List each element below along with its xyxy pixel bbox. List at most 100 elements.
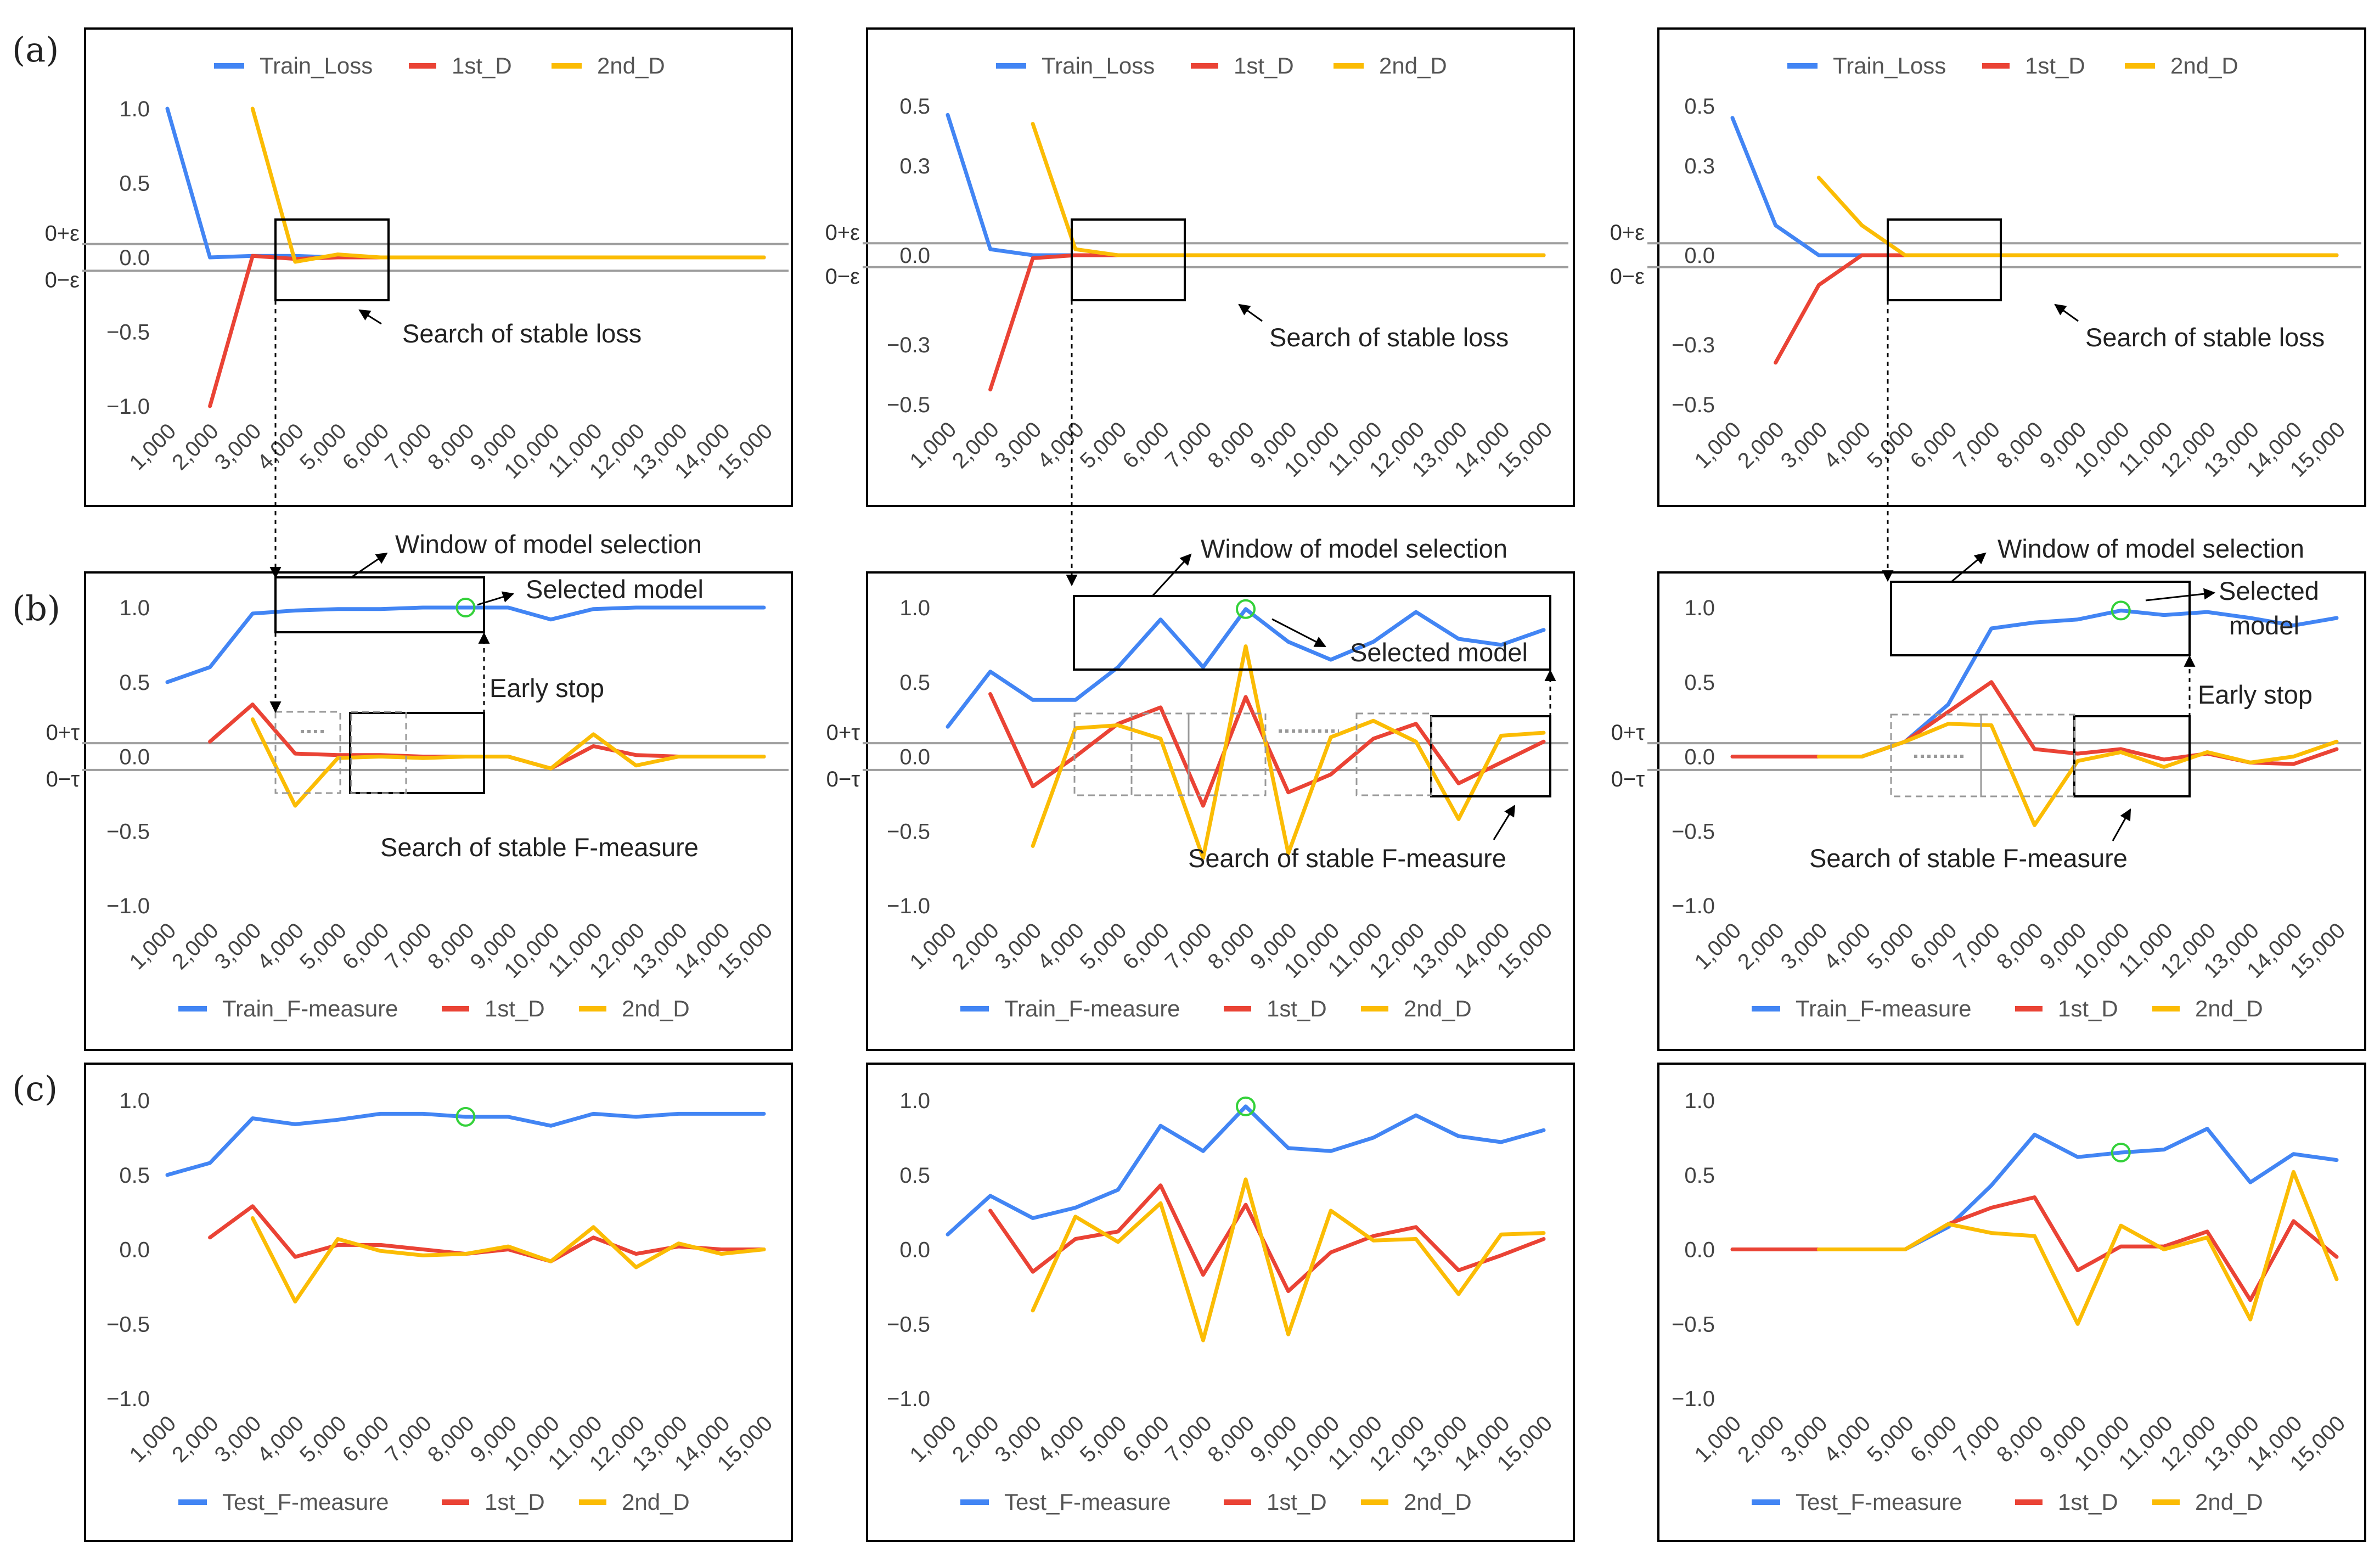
- data-point: [990, 389, 991, 390]
- y-tick-label: −0.5: [106, 1312, 150, 1336]
- data-point: [1775, 756, 1776, 757]
- data-point: [508, 756, 509, 757]
- data-point: [635, 257, 637, 258]
- threshold-label: 0+ε: [45, 222, 80, 246]
- stable-f-box-2: [1430, 715, 1551, 797]
- series-line-train-f-measure: [165, 605, 766, 684]
- stable-loss-pointer-2: [1238, 304, 1263, 322]
- data-point: [337, 257, 339, 258]
- data-point: [1373, 1240, 1374, 1241]
- data-point: [380, 756, 381, 757]
- x-tick-label: 3,000: [991, 918, 1046, 974]
- legend-label: Test_F-measure: [1004, 1489, 1171, 1515]
- x-tick-label: 8,000: [1992, 1411, 2048, 1467]
- y-tick-label: 1.0: [1684, 1089, 1715, 1113]
- early-stop-label-1: Early stop: [489, 673, 604, 703]
- y-tick-label: 0.5: [119, 1164, 150, 1188]
- x-tick-label: 5,000: [1076, 417, 1132, 473]
- selected-model-marker: [1236, 599, 1256, 619]
- x-tick-label: 6,000: [1906, 417, 1962, 473]
- data-point: [1288, 255, 1289, 256]
- data-point: [2293, 763, 2294, 765]
- candidate-window-b3-2: [1980, 713, 2075, 797]
- window-box-1: [274, 576, 485, 633]
- series-line-2nd-d: [250, 1216, 766, 1303]
- chart-c1: 1.0 0.5 0.0 −0.5 −1.01,0002,0003,0004,0005,0…: [106, 1089, 777, 1515]
- series-line-2nd-d: [1031, 122, 1546, 257]
- x-tick-label: 2,000: [1733, 417, 1789, 473]
- panel-b3-frame: [1657, 571, 2366, 1051]
- x-tick-label: 7,000: [1949, 417, 2005, 473]
- data-point: [721, 257, 722, 258]
- threshold-label: 0−τ: [1611, 767, 1645, 791]
- chart-a2: 0.5 0.3 0.0 −0.3 −0.5 0+ε 0−ε 1,0002,0003,0004,…: [825, 53, 1568, 482]
- candidate-window-b2-1: [1073, 712, 1133, 796]
- data-point: [550, 768, 552, 769]
- chart-c2: 1.0 0.5 0.0 −0.5 −1.01,0002,0003,0004,0005,0…: [887, 1089, 1557, 1515]
- x-tick-label: 2,000: [167, 419, 223, 475]
- data-point: [1160, 738, 1161, 739]
- data-point: [1458, 1136, 1459, 1137]
- x-tick-label: 8,000: [1992, 918, 2048, 974]
- stable-loss-pointer-1: [358, 309, 382, 325]
- data-point: [1732, 117, 1733, 119]
- y-tick-label: 1.0: [119, 596, 150, 620]
- y-tick-label: 1.0: [1684, 596, 1715, 620]
- x-tick-label: 1,000: [905, 918, 961, 974]
- y-tick-label: 0.0: [119, 1238, 150, 1262]
- x-tick-label: 3,000: [991, 1411, 1046, 1467]
- data-point: [1775, 362, 1776, 363]
- row-label-b: (b): [12, 588, 60, 628]
- data-point: [550, 257, 552, 258]
- x-tick-label: 6,000: [338, 419, 394, 475]
- panel-a1-frame: [84, 27, 793, 507]
- selected-model-label-3: Selected: [2219, 576, 2319, 605]
- y-tick-label: 0.5: [119, 172, 150, 196]
- search-stable-f-label-3: Search of stable F-measure: [1809, 844, 2128, 873]
- window-pointer-2: [1151, 553, 1192, 597]
- x-tick-label: 6,000: [1118, 918, 1174, 974]
- data-point: [2207, 1231, 2208, 1232]
- selected-model-marker: [455, 598, 476, 617]
- x-tick-label: 2,000: [948, 417, 1004, 473]
- legend-label: 1st_D: [1267, 1489, 1327, 1515]
- y-tick-label: −0.5: [887, 1312, 930, 1336]
- x-tick-label: 5,000: [1076, 1411, 1132, 1467]
- series-line-2nd-d: [1031, 1177, 1546, 1342]
- data-point: [1160, 619, 1161, 620]
- legend-label: Train_Loss: [260, 53, 373, 78]
- x-tick-label: 6,000: [338, 1411, 394, 1467]
- data-point: [465, 756, 466, 757]
- y-tick-label: 0.0: [899, 244, 930, 268]
- x-tick-label: 2,000: [1733, 918, 1789, 974]
- x-tick-label: 1,000: [1690, 918, 1746, 974]
- legend-label: 1st_D: [485, 996, 545, 1021]
- x-tick-label: 6,000: [338, 918, 394, 974]
- y-tick-label: 1.0: [119, 1089, 150, 1113]
- data-point: [678, 1246, 679, 1247]
- x-tick-label: 5,000: [295, 419, 351, 475]
- candidate-window-b2-3: [1188, 712, 1267, 796]
- x-tick-label: 4,000: [1819, 1411, 1875, 1467]
- threshold-label: 0+τ: [826, 721, 860, 745]
- selected-model-label-2: Selected model: [1350, 638, 1528, 667]
- y-tick-label: −0.3: [1672, 333, 1715, 357]
- data-point: [593, 1237, 594, 1238]
- candidate-window-b3-1: [1890, 713, 1982, 797]
- data-point: [1948, 704, 1949, 705]
- data-point: [1075, 249, 1076, 250]
- data-point: [678, 257, 679, 258]
- legend-label: 2nd_D: [2195, 1489, 2263, 1515]
- selected-model-marker: [2111, 1143, 2131, 1163]
- data-point: [1075, 255, 1076, 256]
- legend-label: 1st_D: [1234, 53, 1294, 78]
- data-point: [1861, 756, 1863, 757]
- x-tick-label: 5,000: [1863, 417, 1918, 473]
- threshold-label: 0+ε: [1610, 221, 1645, 245]
- data-point: [2034, 1235, 2035, 1237]
- x-tick-label: 7,000: [1949, 918, 2005, 974]
- legend-label: 2nd_D: [2170, 53, 2238, 78]
- data-point: [990, 249, 991, 250]
- data-point: [1458, 255, 1459, 256]
